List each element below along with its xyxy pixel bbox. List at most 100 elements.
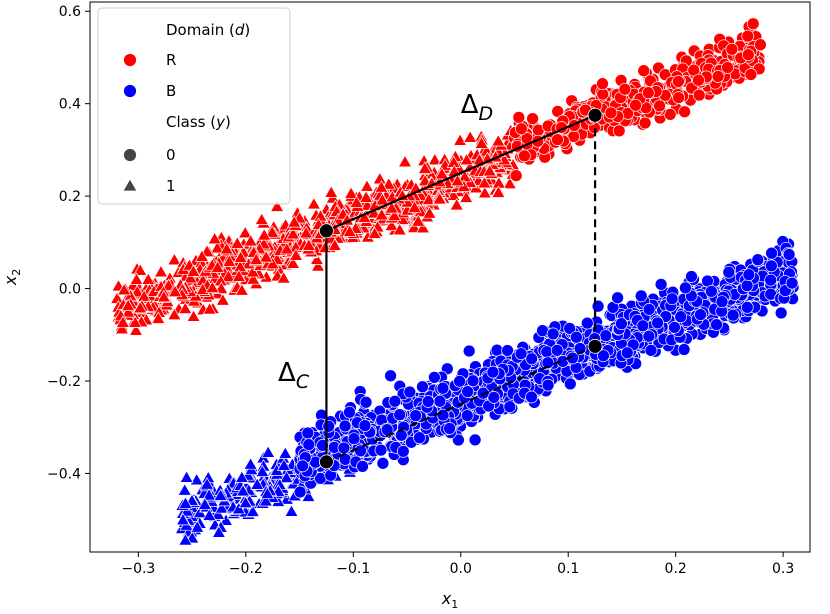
data-point: [409, 409, 423, 422]
x-tick-label: 0.1: [557, 561, 579, 577]
data-point: [141, 272, 156, 285]
data-point: [358, 419, 372, 432]
data-point: [692, 73, 705, 87]
data-point: [189, 472, 204, 486]
data-point: [466, 374, 480, 388]
data-point: [782, 248, 796, 261]
key-points-layer: [319, 107, 603, 470]
key-point-1: [587, 107, 603, 123]
data-point: [129, 272, 144, 285]
data-point: [392, 222, 407, 236]
data-point: [672, 91, 685, 104]
data-point: [301, 238, 316, 251]
data-point: [127, 315, 143, 328]
data-point: [604, 106, 618, 120]
data-point: [413, 431, 426, 445]
data-point: [546, 327, 560, 341]
legend-class-0-swatch: [123, 148, 137, 162]
cluster-b-class-1: [174, 425, 360, 546]
data-point: [541, 378, 555, 392]
points-layer: [109, 17, 800, 546]
legend-domain-r-swatch: [123, 53, 137, 67]
y-axis: −0.4 −0.2 0.0 0.2 0.4 0.6: [47, 4, 90, 482]
data-point: [260, 486, 275, 500]
data-point: [347, 432, 361, 446]
data-point: [186, 309, 201, 322]
data-point: [580, 316, 594, 330]
data-point: [221, 269, 236, 282]
data-point: [153, 264, 169, 278]
data-point: [692, 88, 706, 102]
data-point: [387, 208, 402, 222]
x-axis-label-main: x: [441, 589, 452, 608]
data-point: [375, 192, 390, 206]
data-point: [721, 61, 734, 74]
data-point: [715, 295, 729, 309]
data-point: [525, 390, 538, 404]
data-point: [722, 265, 736, 279]
data-point: [287, 214, 302, 228]
data-point: [254, 212, 269, 225]
data-point: [612, 124, 626, 138]
data-point: [459, 152, 474, 166]
data-point: [245, 264, 261, 278]
data-point: [394, 428, 408, 442]
data-point: [205, 280, 220, 294]
data-point: [133, 300, 148, 314]
data-point: [183, 270, 198, 284]
data-point: [642, 303, 656, 316]
data-point: [128, 323, 144, 336]
data-point: [276, 458, 292, 471]
data-point: [599, 329, 613, 343]
data-point: [201, 487, 217, 501]
data-point: [705, 285, 718, 298]
data-point: [501, 344, 514, 357]
data-point: [526, 112, 539, 125]
data-point: [754, 38, 767, 52]
data-point: [540, 345, 554, 359]
data-point: [449, 197, 464, 211]
data-point: [197, 497, 213, 510]
data-point: [343, 186, 359, 199]
data-point: [337, 441, 351, 455]
data-point: [167, 252, 182, 266]
data-point: [121, 304, 136, 318]
legend: Domain (d) R B Class (y) 0 1: [97, 7, 291, 205]
data-point: [195, 282, 210, 295]
data-point: [177, 483, 192, 496]
y-tick-label: 0.6: [59, 4, 81, 20]
data-point: [486, 365, 500, 379]
x-axis-label: x1: [441, 589, 458, 611]
data-point: [202, 508, 217, 521]
legend-class-1-label: 1: [166, 177, 176, 195]
data-point: [764, 273, 778, 287]
y-axis-label-main: x: [1, 275, 20, 286]
x-axis: −0.3 −0.2 −0.1 0.0 0.1 0.2 0.3: [121, 552, 794, 577]
data-point: [502, 176, 517, 190]
data-point: [785, 276, 799, 290]
data-point: [298, 225, 314, 239]
data-point: [634, 289, 648, 303]
data-point: [476, 386, 490, 400]
data-point: [503, 400, 517, 414]
data-point: [211, 525, 227, 538]
data-point: [374, 443, 388, 457]
x-tick-label: 0.0: [450, 561, 472, 577]
data-point: [210, 240, 225, 254]
data-point: [234, 283, 250, 296]
data-point: [349, 195, 364, 208]
data-point: [342, 224, 357, 237]
data-point: [672, 75, 685, 88]
data-point: [422, 206, 437, 219]
data-point: [393, 408, 407, 422]
data-point: [415, 220, 431, 234]
data-point: [235, 483, 251, 497]
data-point: [116, 282, 132, 296]
x-axis-label-sub: 1: [451, 598, 458, 611]
data-point: [265, 225, 280, 238]
cluster-r-class-1: [109, 123, 522, 336]
data-point: [210, 260, 225, 273]
data-point: [591, 299, 605, 313]
data-point: [231, 501, 246, 515]
data-point: [459, 190, 474, 203]
